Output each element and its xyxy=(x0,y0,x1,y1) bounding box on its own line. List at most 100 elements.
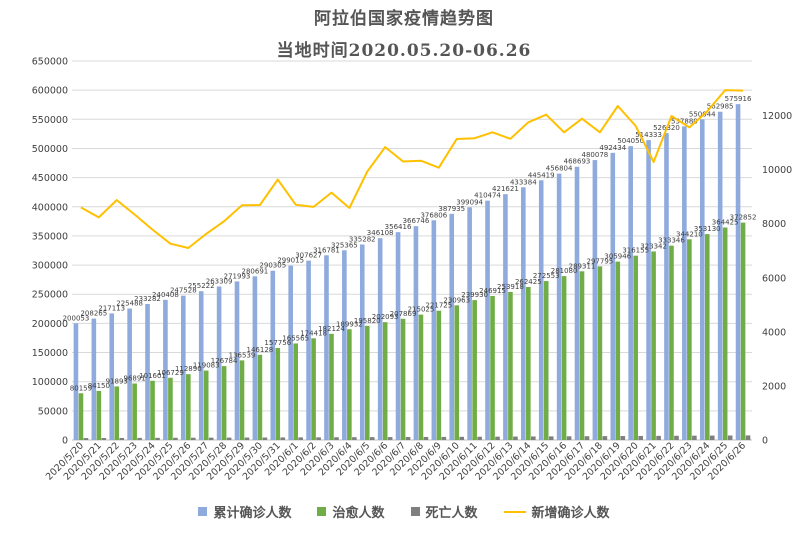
bar-recovered xyxy=(740,222,746,440)
data-label-cumulative: 537880 xyxy=(671,117,698,125)
right-tick-label: 8000 xyxy=(762,219,786,230)
data-label-recovered: 174418 xyxy=(300,329,327,337)
bar-deaths xyxy=(405,437,411,440)
right-tick-label: 4000 xyxy=(762,327,786,338)
data-label-recovered: 84150 xyxy=(88,382,110,390)
data-label-recovered: 182124 xyxy=(318,325,345,333)
data-label-recovered: 333346 xyxy=(658,237,685,245)
data-label-cumulative: 433384 xyxy=(510,178,537,186)
legend-label-deaths: 死亡人数 xyxy=(425,506,478,521)
left-tick-label: 50000 xyxy=(38,406,68,417)
data-label-recovered: 126784 xyxy=(211,357,238,365)
bar-recovered xyxy=(400,318,406,440)
bar-deaths xyxy=(531,436,536,440)
bar-deaths xyxy=(316,437,321,440)
legend-item-recovered: 治愈人数 xyxy=(317,502,385,521)
data-label-recovered: 96891 xyxy=(123,375,145,383)
bar-cumulative xyxy=(431,220,437,440)
bar-deaths xyxy=(495,436,500,440)
left-tick-label: 350000 xyxy=(32,231,68,242)
left-tick-label: 600000 xyxy=(32,86,68,97)
data-label-cumulative: 399094 xyxy=(456,198,483,206)
bar-recovered xyxy=(508,291,513,440)
data-label-cumulative: 514333 xyxy=(635,131,662,139)
data-label-cumulative: 480078 xyxy=(582,151,609,159)
line-new-cases xyxy=(80,89,744,249)
bar-cumulative xyxy=(664,133,669,440)
data-label-cumulative: 316781 xyxy=(313,246,340,254)
bar-deaths xyxy=(727,435,733,440)
bar-recovered xyxy=(311,338,316,440)
legend-item-cumulative: 累计确诊人数 xyxy=(198,502,291,521)
left-tick-label: 300000 xyxy=(32,261,68,272)
bar-cumulative xyxy=(717,111,723,440)
bar-cumulative xyxy=(163,299,168,440)
bar-cumulative xyxy=(735,104,741,441)
bar-deaths xyxy=(459,436,465,440)
data-label-cumulative: 271993 xyxy=(224,272,251,280)
bar-recovered xyxy=(96,390,102,440)
data-label-recovered: 262425 xyxy=(515,278,542,286)
data-label-recovered: 165565 xyxy=(282,334,309,342)
bar-cumulative xyxy=(145,303,150,440)
data-label-recovered: 91893 xyxy=(106,377,128,385)
data-label-cumulative: 208265 xyxy=(80,310,107,318)
bar-deaths xyxy=(584,436,590,440)
bar-deaths xyxy=(101,438,107,440)
bar-deaths xyxy=(226,437,232,440)
bar-recovered xyxy=(239,360,245,440)
bar-cumulative xyxy=(699,119,705,440)
left-tick-label: 150000 xyxy=(32,348,68,359)
bar-cumulative xyxy=(198,291,204,440)
data-label-cumulative: 456804 xyxy=(546,165,573,173)
data-label-cumulative: 255222 xyxy=(188,282,215,290)
legend-label-cumulative: 累计确诊人数 xyxy=(213,506,292,521)
data-label-cumulative: 376806 xyxy=(420,211,447,219)
bar-cumulative xyxy=(288,265,293,440)
bar-deaths xyxy=(208,437,214,440)
chart-subtitle: 当地时间2020.05.20-06.26 xyxy=(276,41,532,61)
bar-recovered xyxy=(561,276,567,440)
data-label-cumulative: 263309 xyxy=(206,277,233,285)
bar-deaths xyxy=(602,436,608,440)
chart-title: 阿拉伯国家疫情趋势图 xyxy=(314,9,494,29)
bar-recovered xyxy=(114,386,120,440)
data-label-recovered: 364425 xyxy=(712,219,739,227)
bar-deaths xyxy=(638,435,643,440)
bar-recovered xyxy=(633,255,638,440)
bar-cumulative xyxy=(485,200,490,440)
left-tick-label: 250000 xyxy=(32,290,68,301)
bar-recovered xyxy=(132,383,137,440)
bar-recovered xyxy=(579,271,585,440)
bar-cumulative xyxy=(395,232,401,440)
bar-recovered xyxy=(615,261,621,440)
bar-cumulative xyxy=(521,187,526,440)
data-label-recovered: 230963 xyxy=(443,296,470,304)
data-label-recovered: 80159 xyxy=(70,384,92,392)
bar-cumulative xyxy=(359,244,365,440)
bar-recovered xyxy=(669,245,674,440)
data-label-cumulative: 366746 xyxy=(403,217,430,225)
bar-cumulative xyxy=(324,255,329,440)
data-label-recovered: 344210 xyxy=(676,230,703,238)
legend-swatch-recovered xyxy=(317,507,327,516)
data-label-cumulative: 240408 xyxy=(152,291,179,299)
bar-recovered xyxy=(329,333,334,440)
bar-recovered xyxy=(454,305,460,440)
bar-recovered xyxy=(364,325,370,440)
bar-deaths xyxy=(298,437,303,440)
bar-deaths xyxy=(83,438,89,440)
bar-deaths xyxy=(620,436,626,440)
data-label-recovered: 297795 xyxy=(587,257,614,265)
left-tick-label: 550000 xyxy=(32,115,68,126)
bar-recovered xyxy=(687,239,692,440)
right-tick-label: 0 xyxy=(762,436,768,447)
bar-deaths xyxy=(566,436,572,440)
bar-recovered xyxy=(526,286,531,440)
data-label-recovered: 136539 xyxy=(229,351,256,359)
data-label-cumulative: 562985 xyxy=(707,103,734,111)
legend: 累计确诊人数 治愈人数 死亡人数 新增确诊人数 xyxy=(0,502,808,521)
bar-cumulative xyxy=(610,152,616,440)
bar-cumulative xyxy=(109,313,115,440)
bar-cumulative xyxy=(181,295,186,440)
